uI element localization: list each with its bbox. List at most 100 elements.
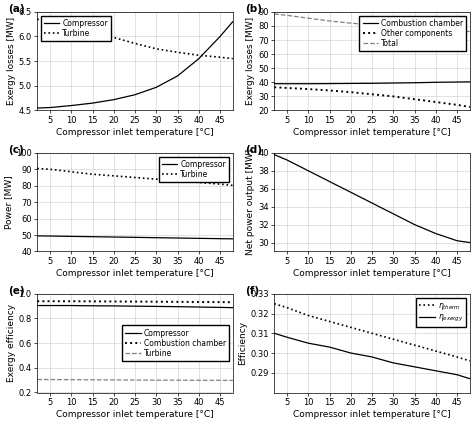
Compressor: [217, 236, 223, 241]
Combustion chamber: [391, 80, 396, 85]
Line: Total: Total: [274, 14, 470, 32]
Turbine: [35, 16, 40, 22]
$\eta_{therm}$: [348, 325, 354, 330]
Turbine: [196, 53, 201, 58]
Turbine: [230, 183, 236, 188]
Other components: [284, 85, 290, 91]
$\eta_{therm}$: [305, 313, 311, 318]
Combustion chamber: [154, 299, 159, 304]
Turbine: [175, 178, 181, 183]
Combustion chamber: [327, 81, 332, 86]
Legend: Compressor, Combustion chamber, Turbine: Compressor, Combustion chamber, Turbine: [122, 325, 229, 361]
Total: [433, 27, 438, 33]
Turbine: [132, 377, 138, 382]
Compressor: [230, 236, 236, 242]
Line: Compressor: Compressor: [37, 22, 233, 108]
Legend: Compressor, Turbine: Compressor, Turbine: [159, 157, 229, 182]
Turbine: [230, 56, 236, 61]
Combustion chamber: [412, 80, 418, 85]
Y-axis label: Efficiency: Efficiency: [238, 321, 247, 365]
Combustion chamber: [35, 299, 40, 304]
Text: (c): (c): [8, 145, 24, 155]
Line: Turbine: Turbine: [37, 168, 233, 185]
Other components: [327, 88, 332, 93]
Text: (b): (b): [245, 4, 262, 14]
Total: [454, 28, 460, 33]
Line: Combustion chamber: Combustion chamber: [274, 82, 470, 84]
Combustion chamber: [175, 299, 181, 305]
$\eta_{therm}$: [272, 301, 277, 306]
Y-axis label: Net power output [MW]: Net power output [MW]: [246, 149, 255, 255]
X-axis label: Compressor inlet temperature [°C]: Compressor inlet temperature [°C]: [56, 128, 214, 137]
Combustion chamber: [196, 299, 201, 305]
Compressor: [35, 233, 40, 239]
Combustion chamber: [47, 299, 53, 304]
Combustion chamber: [90, 299, 95, 304]
Turbine: [154, 378, 159, 383]
Line: $\eta_{exergy}$: $\eta_{exergy}$: [274, 333, 470, 379]
Legend: $\eta_{therm}$, $\eta_{exergy}$: $\eta_{therm}$, $\eta_{exergy}$: [416, 298, 466, 327]
Y-axis label: Power [MW]: Power [MW]: [4, 175, 13, 229]
Total: [272, 11, 277, 16]
Compressor: [132, 304, 138, 309]
Combustion chamber: [305, 81, 311, 86]
Total: [284, 13, 290, 18]
Turbine: [196, 378, 201, 383]
Text: (f): (f): [245, 286, 259, 296]
$\eta_{therm}$: [327, 319, 332, 324]
Combustion chamber: [348, 81, 354, 86]
Turbine: [111, 377, 117, 382]
Turbine: [47, 377, 53, 382]
X-axis label: Compressor inlet temperature [°C]: Compressor inlet temperature [°C]: [293, 128, 451, 137]
Compressor: [90, 303, 95, 308]
Compressor: [175, 304, 181, 309]
Total: [467, 29, 473, 34]
Total: [369, 23, 375, 28]
$\eta_{exergy}$: [454, 372, 460, 377]
Compressor: [154, 304, 159, 309]
Compressor: [132, 92, 138, 97]
Turbine: [68, 377, 74, 382]
Combustion chamber: [369, 81, 375, 86]
Compressor: [47, 303, 53, 308]
Compressor: [35, 105, 40, 110]
$\eta_{exergy}$: [284, 335, 290, 340]
Other components: [348, 90, 354, 95]
Turbine: [175, 50, 181, 55]
Total: [348, 21, 354, 26]
Compressor: [154, 85, 159, 90]
Turbine: [230, 378, 236, 383]
Compressor: [68, 303, 74, 308]
$\eta_{exergy}$: [391, 360, 396, 365]
Line: Compressor: Compressor: [37, 236, 233, 239]
$\eta_{therm}$: [369, 331, 375, 336]
Turbine: [132, 175, 138, 180]
$\eta_{exergy}$: [412, 364, 418, 369]
Compressor: [111, 234, 117, 239]
Compressor: [175, 236, 181, 241]
Compressor: [35, 303, 40, 308]
Combustion chamber: [230, 299, 236, 305]
Turbine: [90, 172, 95, 177]
X-axis label: Compressor inlet temperature [°C]: Compressor inlet temperature [°C]: [56, 269, 214, 278]
$\eta_{exergy}$: [348, 351, 354, 356]
Other components: [305, 87, 311, 92]
X-axis label: Compressor inlet temperature [°C]: Compressor inlet temperature [°C]: [56, 410, 214, 419]
Text: (d): (d): [245, 145, 262, 155]
Compressor: [217, 34, 223, 39]
Turbine: [217, 55, 223, 60]
Compressor: [175, 74, 181, 79]
Turbine: [90, 29, 95, 34]
Compressor: [90, 101, 95, 106]
Compressor: [68, 103, 74, 108]
Other components: [433, 99, 438, 104]
Turbine: [47, 167, 53, 172]
Compressor: [196, 236, 201, 241]
Other components: [369, 92, 375, 97]
Total: [327, 19, 332, 24]
Other components: [272, 85, 277, 90]
$\eta_{exergy}$: [369, 354, 375, 360]
Combustion chamber: [454, 80, 460, 85]
Turbine: [90, 377, 95, 382]
Y-axis label: Exergy losses [MW]: Exergy losses [MW]: [7, 17, 16, 105]
